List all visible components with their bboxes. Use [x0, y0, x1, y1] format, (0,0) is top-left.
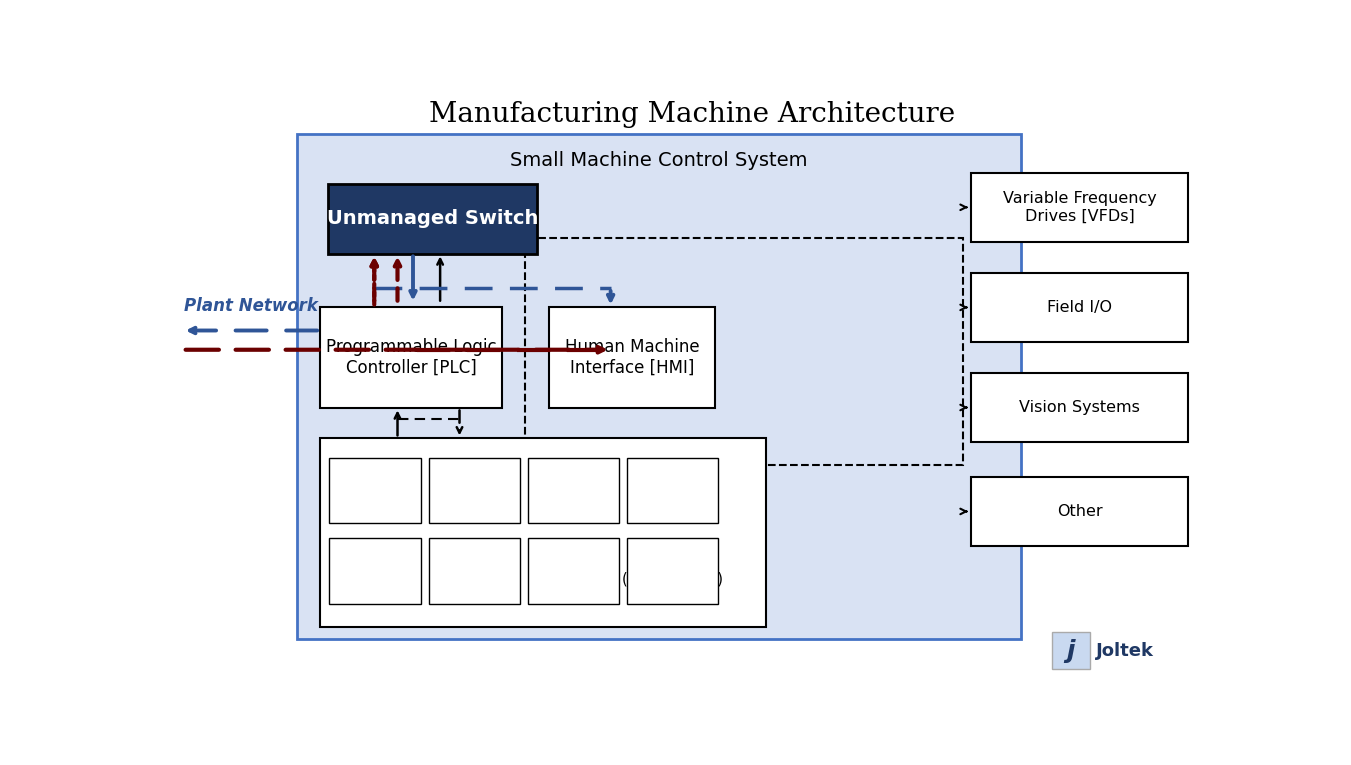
Bar — [971, 173, 1188, 242]
Bar — [971, 273, 1188, 342]
Text: Small Machine Control System: Small Machine Control System — [511, 151, 808, 170]
Bar — [428, 457, 520, 523]
Text: Contactors: Contactors — [534, 483, 613, 498]
Text: Safety: Safety — [451, 483, 497, 498]
Bar — [330, 457, 420, 523]
Text: Field I/O: Field I/O — [1047, 300, 1112, 315]
Text: Sensors: Sensors — [346, 483, 404, 498]
Bar — [526, 238, 963, 465]
Bar — [549, 308, 715, 408]
Bar — [320, 308, 503, 408]
Bar — [297, 134, 1021, 639]
Text: Vision Systems: Vision Systems — [1019, 400, 1140, 415]
Bar — [528, 457, 619, 523]
Text: Encoders: Encoders — [440, 564, 508, 578]
Text: Human Machine
Interface [HMI]: Human Machine Interface [HMI] — [565, 338, 700, 377]
Text: RTDs: RTDs — [357, 564, 393, 578]
Text: Joltek: Joltek — [1096, 642, 1154, 660]
Text: Indicators
(Stack Lights): Indicators (Stack Lights) — [621, 555, 723, 588]
Bar — [971, 477, 1188, 546]
Text: Other: Other — [1056, 504, 1102, 519]
Bar — [328, 184, 536, 253]
Text: Variable Frequency
Drives [VFDs]: Variable Frequency Drives [VFDs] — [1002, 191, 1156, 223]
Bar — [1052, 633, 1089, 669]
Bar — [528, 539, 619, 604]
Bar — [627, 539, 719, 604]
Bar — [330, 539, 420, 604]
Text: Plant Network: Plant Network — [184, 297, 319, 315]
Bar — [971, 373, 1188, 442]
Bar — [320, 438, 766, 627]
Bar — [428, 539, 520, 604]
Text: Unmanaged Switch: Unmanaged Switch — [327, 210, 538, 228]
Text: Flowmeters: Flowmeters — [531, 564, 616, 578]
Text: Programmable Logic
Controller [PLC]: Programmable Logic Controller [PLC] — [326, 338, 496, 377]
Text: j: j — [1067, 639, 1075, 662]
Bar — [627, 457, 719, 523]
Text: Manufacturing Machine Architecture: Manufacturing Machine Architecture — [428, 102, 955, 129]
Text: Actuators: Actuators — [638, 483, 708, 498]
